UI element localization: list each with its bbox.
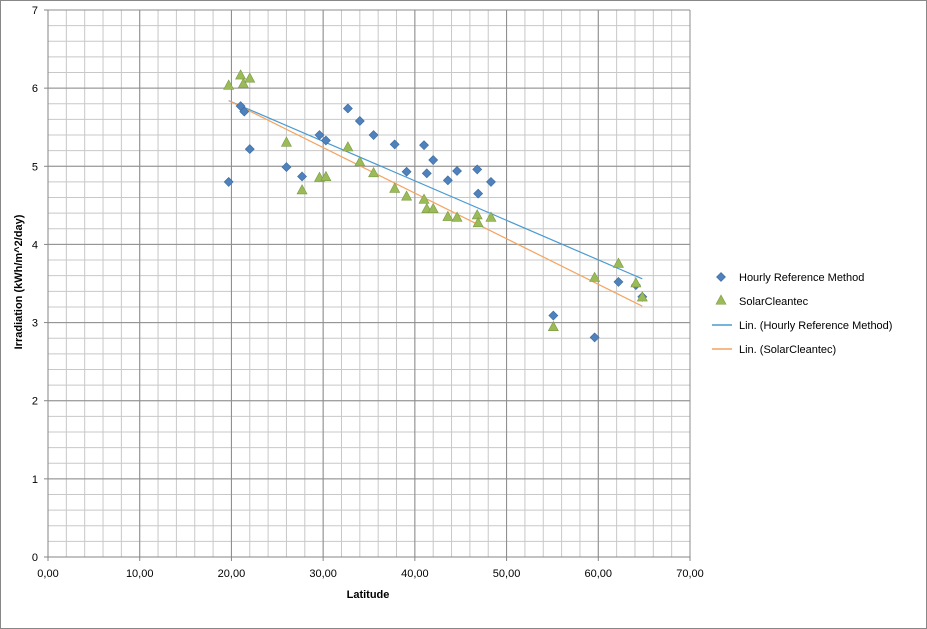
legend-label: SolarCleantec — [739, 296, 809, 308]
data-point-diamond — [472, 164, 483, 175]
data-point-diamond — [297, 171, 307, 182]
x-tick-label: 10,00 — [126, 568, 154, 580]
data-point-triangle — [237, 77, 249, 89]
data-point-diamond — [223, 176, 234, 187]
x-axis-tick-labels: 0,00 10,00 20,00 30,00 40,00 50,00 60,00 70,00 — [37, 557, 704, 580]
data-point-diamond — [473, 188, 484, 199]
data-point-triangle — [223, 79, 235, 90]
data-point-triangle — [401, 190, 413, 201]
data-point-diamond — [452, 166, 462, 176]
data-point-triangle — [320, 170, 332, 181]
data-point-triangle — [368, 166, 380, 178]
x-tick-label: 60,00 — [585, 568, 613, 580]
data-point-diamond — [589, 332, 600, 343]
data-point-triangle — [235, 69, 247, 80]
data-point-diamond — [281, 162, 292, 172]
data-point-triangle — [636, 291, 648, 302]
legend-marker-diamond — [716, 272, 726, 282]
data-point-triangle — [472, 216, 484, 228]
x-tick-label: 40,00 — [401, 568, 429, 580]
y-tick-label: 7 — [32, 5, 38, 17]
data-point-triangle — [471, 209, 483, 220]
x-tick-label: 30,00 — [309, 568, 337, 580]
data-point-diamond — [389, 139, 400, 150]
data-point-triangle — [485, 211, 497, 222]
x-axis-title: Latitude — [347, 589, 390, 601]
data-point-triangle — [418, 193, 430, 204]
data-point-diamond — [342, 103, 353, 114]
legend-label: Hourly Reference Method — [739, 272, 864, 284]
data-point-triangle — [296, 184, 308, 195]
y-tick-label: 6 — [32, 83, 38, 95]
data-point-diamond — [314, 130, 325, 140]
data-point-triangle — [442, 210, 454, 221]
data-point-triangle — [451, 211, 463, 222]
x-tick-label: 20,00 — [218, 568, 246, 580]
data-point-triangle — [427, 202, 439, 214]
data-point-diamond — [428, 155, 439, 165]
data-point-triangle — [354, 155, 366, 167]
data-point-diamond — [486, 176, 496, 187]
data-point-diamond — [244, 144, 255, 155]
x-tick-label: 70,00 — [676, 568, 704, 580]
major-gridlines — [47, 9, 691, 558]
data-point-diamond — [613, 277, 624, 287]
data-point-diamond — [419, 140, 429, 151]
data-points — [223, 69, 648, 343]
trendlines — [228, 100, 643, 307]
data-point-triangle — [589, 271, 601, 282]
data-point-triangle — [547, 320, 559, 332]
data-point-diamond — [442, 175, 453, 186]
data-point-diamond — [239, 106, 250, 117]
trendline — [228, 100, 643, 280]
y-tick-label: 5 — [32, 161, 38, 173]
data-point-triangle — [280, 136, 292, 147]
x-tick-label: 50,00 — [493, 568, 521, 580]
data-point-triangle — [630, 277, 642, 288]
axes — [47, 10, 690, 558]
legend-label: Lin. (SolarCleantec) — [739, 344, 836, 356]
data-point-diamond — [401, 166, 412, 177]
x-tick-label: 0,00 — [37, 568, 58, 580]
legend-label: Lin. (Hourly Reference Method) — [739, 320, 892, 332]
data-point-diamond — [548, 310, 559, 321]
minor-gridlines — [47, 9, 691, 558]
data-point-diamond — [368, 130, 379, 140]
data-point-diamond — [320, 135, 331, 146]
data-point-triangle — [389, 182, 401, 193]
y-tick-label: 3 — [32, 318, 38, 330]
data-point-diamond — [421, 168, 432, 179]
data-point-triangle — [342, 141, 354, 152]
y-tick-label: 4 — [32, 239, 38, 251]
data-point-triangle — [612, 257, 624, 268]
data-point-triangle — [244, 72, 256, 83]
y-tick-label: 2 — [32, 396, 38, 408]
legend: Hourly Reference Method SolarCleantec Lin.… — [712, 272, 892, 356]
trendline — [228, 100, 643, 307]
legend-marker-triangle — [715, 294, 727, 305]
y-axis-tick-labels: 0 1 2 3 4 5 6 7 — [32, 5, 48, 564]
y-tick-label: 1 — [32, 474, 38, 486]
y-tick-label: 0 — [32, 552, 38, 564]
data-point-diamond — [354, 116, 365, 126]
y-axis-title: Irradiation (kWh/m^2/day) — [13, 214, 25, 349]
